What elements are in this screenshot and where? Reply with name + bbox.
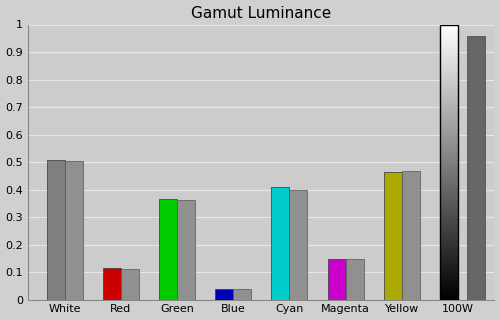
Bar bbox=[103, 268, 121, 300]
Bar bbox=[233, 289, 251, 300]
Bar bbox=[64, 161, 82, 300]
Bar bbox=[177, 200, 195, 300]
Bar bbox=[328, 259, 345, 300]
Bar bbox=[272, 187, 289, 300]
Bar bbox=[467, 36, 485, 300]
Bar bbox=[440, 25, 458, 300]
Bar bbox=[121, 269, 139, 300]
Bar bbox=[46, 160, 64, 300]
Title: Gamut Luminance: Gamut Luminance bbox=[191, 5, 332, 20]
Bar bbox=[384, 172, 402, 300]
Bar bbox=[346, 259, 364, 300]
Bar bbox=[215, 289, 233, 300]
Bar bbox=[290, 190, 308, 300]
Bar bbox=[402, 171, 419, 300]
Bar bbox=[159, 199, 177, 300]
